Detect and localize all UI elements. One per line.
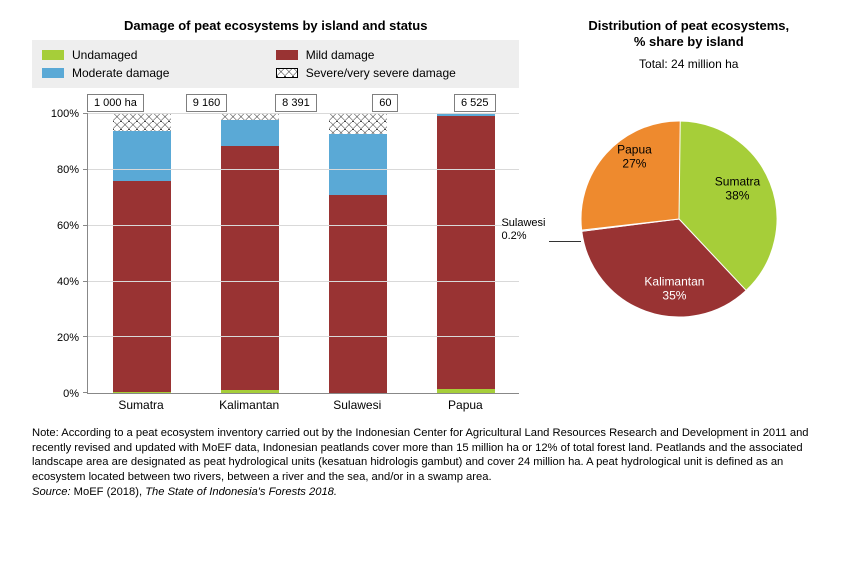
figure-container: Damage of peat ecosystems by island and … [0, 0, 860, 563]
bar-segment-mild [437, 116, 495, 389]
y-tick-label: 40% [57, 276, 79, 288]
callout-line [549, 241, 581, 242]
pie-chart-title: Distribution of peat ecosystems, % share… [549, 18, 828, 51]
pie-title-line1: Distribution of peat ecosystems, [588, 18, 789, 33]
pie-label-name: Sumatra [715, 174, 760, 188]
legend-label: Severe/very severe damage [306, 66, 456, 80]
pie-label-name: Papua [617, 142, 652, 156]
bar-segment-undamaged [221, 390, 279, 393]
legend-item-undamaged: Undamaged [42, 46, 276, 64]
y-tick-label: 100% [51, 108, 79, 120]
legend-item-moderate: Moderate damage [42, 64, 276, 82]
unit-box: 1 000 ha [87, 94, 144, 112]
bar-chart-panel: Damage of peat ecosystems by island and … [32, 18, 519, 412]
pie-label-sumatra: Sumatra 38% [715, 174, 760, 203]
bar-papua [437, 114, 495, 393]
y-tick-label: 80% [57, 164, 79, 176]
note-body: Note: According to a peat ecosystem inve… [32, 427, 809, 483]
pie-label-name: Kalimantan [644, 274, 704, 288]
bar-segment-severe [113, 114, 171, 131]
figure-note: Note: According to a peat ecosystem inve… [32, 426, 828, 499]
x-axis-label: Kalimantan [195, 398, 303, 412]
legend-swatch-severe [276, 68, 298, 78]
x-axis-label: Papua [411, 398, 519, 412]
pie-label-pct: 38% [725, 189, 749, 203]
y-tick-label: 20% [57, 332, 79, 344]
legend-label: Undamaged [72, 48, 137, 62]
x-axis-labels: SumatraKalimantanSulawesiPapua [87, 398, 519, 412]
bar-chart-legend: Undamaged Mild damage Moderate damage Se… [32, 40, 519, 88]
x-axis-label: Sulawesi [303, 398, 411, 412]
pie-callout-sulawesi: Sulawesi 0.2% [501, 217, 545, 243]
y-tick-label: 0% [63, 388, 79, 400]
top-value-box: 9 160 [186, 94, 228, 112]
top-value-box: 6 525 [454, 94, 496, 112]
bar-segment-severe [329, 114, 387, 134]
bar-segment-mild [221, 146, 279, 390]
bar-sulawesi [329, 114, 387, 393]
bar-segment-moderate [329, 134, 387, 195]
top-value-box: 60 [372, 94, 398, 112]
pie-svg [549, 89, 809, 349]
legend-item-mild: Mild damage [276, 46, 510, 64]
pie-label-name: Sulawesi [501, 217, 545, 230]
bar-segment-mild [113, 181, 171, 392]
pie-title-line2: % share by island [634, 34, 744, 49]
top-value-box: 8 391 [275, 94, 317, 112]
plot-area [87, 114, 519, 394]
bar-chart-title: Damage of peat ecosystems by island and … [32, 18, 519, 34]
pie-slice-papua [581, 120, 680, 229]
y-tick-label: 60% [57, 220, 79, 232]
bar-segment-undamaged [437, 389, 495, 393]
bar-kalimantan [221, 114, 279, 393]
pie-label-pct: 27% [622, 157, 646, 171]
bar-chart: 0%20%40%60%80%100% [32, 114, 519, 394]
y-axis: 0%20%40%60%80%100% [32, 114, 87, 394]
pie-label-pct: 35% [662, 289, 686, 303]
note-source-italic: The State of Indonesia's Forests 2018. [145, 486, 337, 498]
pie-chart: Sumatra 38% Kalimantan 35% Papua 27% Sul… [549, 89, 809, 349]
legend-label: Moderate damage [72, 66, 169, 80]
legend-label: Mild damage [306, 48, 375, 62]
pie-label-pct: 0.2% [501, 230, 545, 243]
pie-chart-panel: Distribution of peat ecosystems, % share… [549, 18, 828, 412]
pie-subtitle: Total: 24 million ha [549, 57, 828, 71]
bar-top-values: 1 000 ha 9 160 8 391 60 6 525 [87, 94, 519, 112]
legend-swatch-mild [276, 50, 298, 60]
bar-segment-moderate [221, 120, 279, 147]
legend-swatch-moderate [42, 68, 64, 78]
pie-label-papua: Papua 27% [617, 142, 652, 171]
bar-sumatra [113, 114, 171, 393]
bar-segment-moderate [113, 131, 171, 181]
bar-segment-undamaged [113, 392, 171, 393]
note-source: Source: MoEF (2018), The State of Indone… [32, 486, 337, 498]
note-source-label: Source: [32, 486, 74, 498]
x-axis-label: Sumatra [87, 398, 195, 412]
pie-label-kalimantan: Kalimantan 35% [644, 274, 704, 303]
note-source-text: MoEF (2018), [74, 486, 146, 498]
legend-item-severe: Severe/very severe damage [276, 64, 510, 82]
bars [88, 114, 519, 393]
legend-swatch-undamaged [42, 50, 64, 60]
charts-row: Damage of peat ecosystems by island and … [32, 18, 828, 412]
